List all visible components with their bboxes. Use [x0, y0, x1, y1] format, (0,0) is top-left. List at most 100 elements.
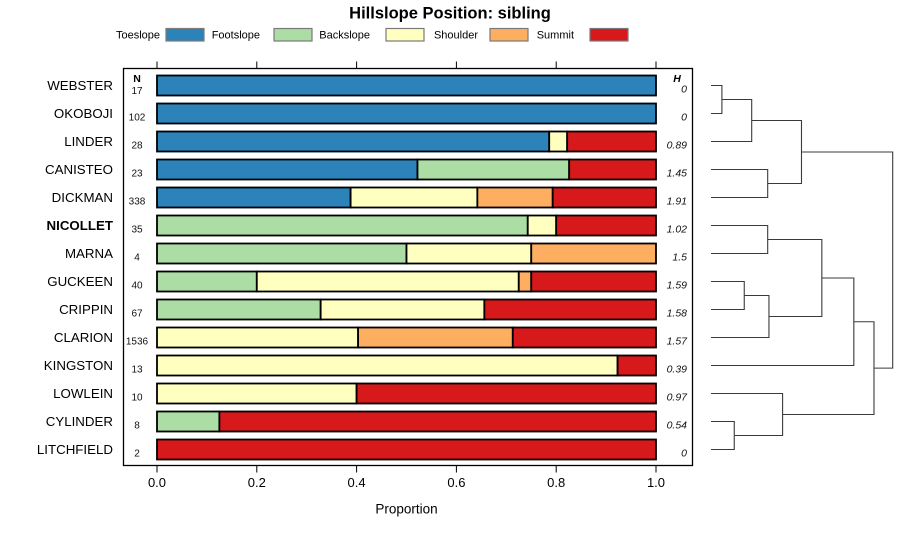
- h-value: 1.02: [667, 224, 688, 236]
- bar-segment-toeslope: [156, 186, 352, 209]
- h-value: 1.57: [667, 336, 689, 348]
- bar-segment-summit: [566, 130, 657, 153]
- bar-segment-shoulder: [476, 186, 554, 209]
- n-value: 23: [131, 169, 143, 180]
- row-label: MARNA: [65, 246, 113, 261]
- h-column-header: H: [673, 73, 681, 85]
- bar-segment-footslope: [156, 214, 529, 237]
- legend-label: Summit: [537, 30, 574, 42]
- x-axis-label: Proportion: [375, 502, 437, 517]
- row-label: CRIPPIN: [59, 302, 113, 317]
- bar-segment-backslope: [548, 130, 569, 153]
- plot-box: [122, 67, 694, 467]
- dendrogram-merge: [711, 224, 769, 255]
- h-value: 0.89: [667, 140, 688, 152]
- legend: Toeslope Footslope Backslope Shoulder Summit: [116, 27, 629, 42]
- row-label: LOWLEIN: [53, 386, 113, 401]
- n-value: 10: [131, 393, 143, 404]
- bar-segment-backslope: [156, 326, 359, 349]
- h-value: 0.39: [667, 364, 688, 376]
- n-column-header: N: [133, 73, 141, 85]
- legend-label: Backslope: [319, 30, 370, 42]
- bar-segment-summit: [511, 326, 657, 349]
- n-value: 102: [129, 113, 146, 124]
- x-axis-ticks: 0.0 0.2 0.4 0.6 0.8 1.0: [148, 61, 665, 490]
- bar-segment-summit: [156, 438, 657, 461]
- h-value: 0: [681, 448, 687, 460]
- legend-label: Shoulder: [434, 30, 478, 42]
- bar-segment-toeslope: [156, 74, 657, 97]
- bar-segment-shoulder: [357, 326, 514, 349]
- legend-swatch-footslope: [273, 27, 313, 42]
- bar-segment-summit: [616, 354, 657, 377]
- bar-segment-summit: [568, 158, 657, 181]
- n-value: 17: [131, 86, 143, 97]
- row-label: OKOBOJI: [54, 106, 113, 121]
- n-value: 35: [131, 225, 143, 236]
- dendrogram-merge: [801, 151, 894, 369]
- n-values: 17 102 28 23 338 35 4 40 67 1536 13 10 8 2: [126, 86, 149, 460]
- bars: [156, 74, 657, 461]
- row-label: NICOLLET: [47, 218, 113, 233]
- x-tick-label: 0.0: [148, 475, 166, 490]
- dendrogram-merge: [711, 280, 745, 311]
- dendrogram-merge: [711, 168, 769, 199]
- n-value: 2: [134, 449, 140, 460]
- legend-swatch-backslope: [385, 27, 425, 42]
- bar-segment-footslope: [416, 158, 571, 181]
- row-label: LITCHFIELD: [37, 442, 113, 457]
- bar-segment-footslope: [156, 410, 221, 433]
- bar-segment-backslope: [255, 270, 520, 293]
- bar-segment-summit: [530, 270, 657, 293]
- bar-segment-backslope: [319, 298, 486, 321]
- h-value: 1.91: [667, 196, 687, 208]
- bar-segment-backslope: [156, 354, 619, 377]
- legend-label: Toeslope: [116, 30, 160, 42]
- dendrogram-merge: [711, 277, 855, 367]
- bar-segment-backslope: [156, 382, 358, 405]
- bar-segment-backslope: [405, 242, 533, 265]
- bar-segment-footslope: [156, 242, 408, 265]
- chart-title: Hillslope Position: sibling: [349, 5, 551, 23]
- bar-segment-backslope: [526, 214, 558, 237]
- n-value: 28: [131, 141, 143, 152]
- bar-segment-toeslope: [156, 130, 551, 153]
- row-label: GUCKEEN: [47, 274, 113, 289]
- dendrogram: [711, 84, 894, 451]
- h-value: 1.45: [667, 168, 688, 180]
- n-value: 13: [131, 365, 143, 376]
- n-value: 4: [134, 253, 140, 264]
- n-value: 40: [131, 281, 143, 292]
- x-tick-label: 0.4: [348, 475, 366, 490]
- legend-swatch-summit: [589, 27, 629, 42]
- legend-swatch-toeslope: [165, 27, 205, 42]
- x-tick-label: 0.8: [547, 475, 565, 490]
- x-tick-label: 1.0: [647, 475, 665, 490]
- n-value: 8: [134, 421, 140, 432]
- legend-label: Footslope: [212, 30, 260, 42]
- row-label: CANISTEO: [45, 162, 113, 177]
- bar-segment-toeslope: [156, 102, 657, 125]
- bar-segment-footslope: [156, 298, 322, 321]
- h-value: 1.5: [672, 252, 687, 264]
- h-value: 0: [681, 84, 687, 96]
- bar-segment-summit: [483, 298, 657, 321]
- bar-segment-summit: [218, 410, 657, 433]
- bar-segment-footslope: [156, 270, 258, 293]
- bar-segment-shoulder: [517, 270, 533, 293]
- bar-segment-summit: [555, 214, 657, 237]
- h-value: 1.59: [667, 280, 688, 292]
- bar-segment-summit: [355, 382, 657, 405]
- row-label: CYLINDER: [46, 414, 113, 429]
- x-tick-label: 0.2: [248, 475, 266, 490]
- row-label: KINGSTON: [44, 358, 113, 373]
- bar-segment-backslope: [349, 186, 479, 209]
- bar-segment-toeslope: [156, 158, 419, 181]
- row-labels: WEBSTER OKOBOJI LINDER CANISTEO DICKMAN NICOL…: [37, 78, 113, 457]
- h-values: 0 0 0.89 1.45 1.91 1.02 1.5 1.59 1.58 1.57 0.39 0.9…: [667, 84, 689, 460]
- n-value: 1536: [126, 337, 149, 348]
- row-label: CLARION: [54, 330, 113, 345]
- bar-segment-shoulder: [530, 242, 657, 265]
